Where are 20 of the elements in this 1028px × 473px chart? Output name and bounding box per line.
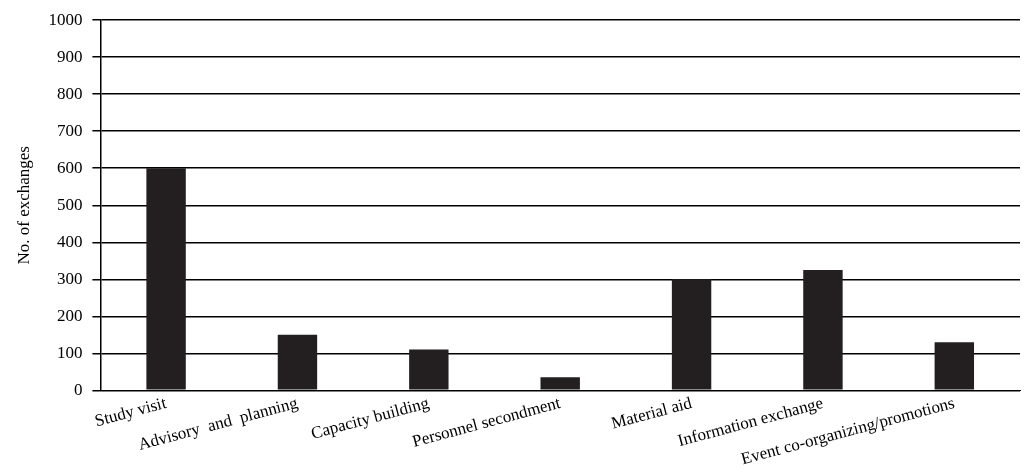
y-axis-title: No. of exchanges xyxy=(13,146,33,265)
x-tick-label: Study visit xyxy=(92,392,169,431)
y-tick-label: 400 xyxy=(56,231,83,251)
bar xyxy=(540,377,580,390)
y-tick-label: 100 xyxy=(56,342,83,362)
bar xyxy=(277,334,318,390)
y-tick-label: 300 xyxy=(56,268,83,288)
bar xyxy=(409,349,449,390)
y-tick-label: 700 xyxy=(56,120,83,140)
y-tick-label: 0 xyxy=(73,379,83,399)
bar xyxy=(146,168,186,390)
bar xyxy=(934,342,975,390)
bar xyxy=(803,270,843,390)
y-tick-label: 1000 xyxy=(48,9,83,29)
y-tick-label: 900 xyxy=(56,46,83,66)
y-tick-label: 200 xyxy=(56,305,83,325)
y-tick-label: 800 xyxy=(56,83,83,103)
y-tick-label: 600 xyxy=(56,157,83,177)
y-tick-label: 500 xyxy=(56,194,83,214)
bar xyxy=(671,279,712,390)
